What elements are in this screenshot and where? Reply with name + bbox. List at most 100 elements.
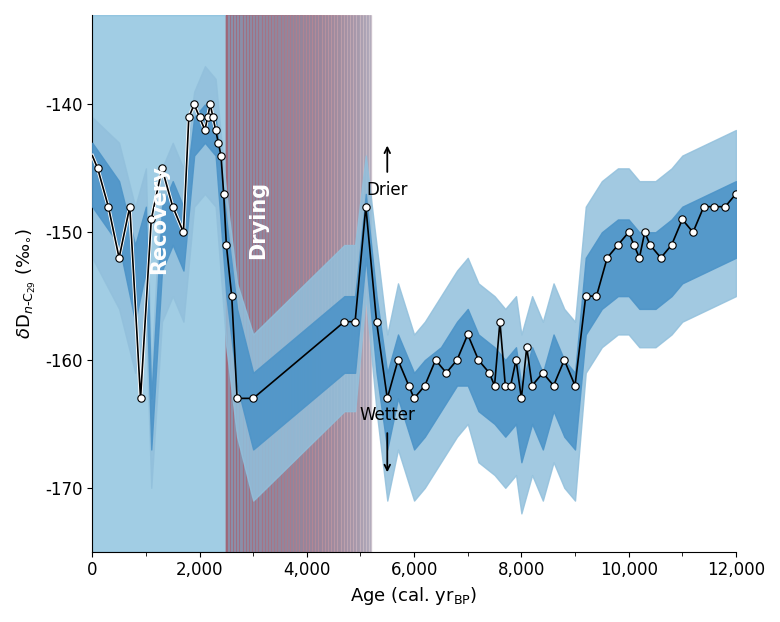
Bar bbox=[254, 15, 256, 552]
Bar bbox=[285, 15, 286, 552]
Bar bbox=[361, 15, 363, 552]
Bar bbox=[336, 15, 338, 552]
Bar bbox=[314, 15, 316, 552]
Bar bbox=[256, 15, 257, 552]
Bar bbox=[270, 15, 271, 552]
Bar bbox=[264, 15, 266, 552]
Bar bbox=[356, 15, 358, 552]
Point bbox=[730, 189, 743, 199]
Bar bbox=[324, 15, 326, 552]
Bar bbox=[266, 15, 268, 552]
Point bbox=[207, 112, 219, 122]
Bar bbox=[370, 15, 371, 552]
Bar bbox=[304, 15, 305, 552]
Bar bbox=[342, 15, 343, 552]
Bar bbox=[273, 15, 275, 552]
Bar bbox=[355, 15, 356, 552]
Bar bbox=[368, 15, 370, 552]
Bar bbox=[260, 15, 261, 552]
Bar bbox=[360, 15, 361, 552]
Text: Wetter: Wetter bbox=[360, 406, 415, 424]
Point bbox=[177, 227, 190, 237]
Bar bbox=[292, 15, 293, 552]
Bar bbox=[282, 15, 283, 552]
Bar bbox=[318, 15, 320, 552]
Point bbox=[183, 112, 195, 122]
Point bbox=[537, 368, 549, 378]
Bar bbox=[283, 15, 285, 552]
Bar bbox=[342, 15, 343, 552]
Bar bbox=[328, 15, 330, 552]
Bar bbox=[261, 15, 263, 552]
Bar bbox=[263, 15, 264, 552]
Bar bbox=[232, 15, 234, 552]
Bar bbox=[310, 15, 311, 552]
Bar bbox=[311, 15, 313, 552]
Bar bbox=[332, 15, 333, 552]
Bar bbox=[235, 15, 236, 552]
Point bbox=[215, 151, 227, 160]
Bar bbox=[356, 15, 358, 552]
Point bbox=[392, 355, 404, 365]
Bar bbox=[295, 15, 296, 552]
Bar bbox=[248, 15, 250, 552]
Bar bbox=[241, 15, 243, 552]
Bar bbox=[351, 15, 353, 552]
Bar bbox=[300, 15, 301, 552]
Bar bbox=[323, 15, 324, 552]
Bar bbox=[292, 15, 293, 552]
Bar bbox=[239, 15, 241, 552]
Bar bbox=[313, 15, 314, 552]
Bar bbox=[310, 15, 311, 552]
Text: Drying: Drying bbox=[249, 180, 268, 259]
Bar bbox=[243, 15, 244, 552]
Point bbox=[349, 317, 361, 327]
Bar bbox=[257, 15, 258, 552]
Bar bbox=[268, 15, 269, 552]
Bar bbox=[326, 15, 328, 552]
Point bbox=[91, 164, 104, 174]
Bar bbox=[343, 15, 345, 552]
Bar bbox=[232, 15, 234, 552]
Bar bbox=[300, 15, 301, 552]
Bar bbox=[361, 15, 363, 552]
Bar bbox=[349, 15, 351, 552]
Bar bbox=[368, 15, 370, 552]
Bar bbox=[332, 15, 333, 552]
Bar bbox=[307, 15, 308, 552]
Bar bbox=[360, 15, 361, 552]
Point bbox=[590, 291, 603, 301]
Bar bbox=[330, 15, 332, 552]
Bar bbox=[364, 15, 365, 552]
Bar bbox=[282, 15, 283, 552]
Bar bbox=[278, 15, 279, 552]
Bar bbox=[307, 15, 308, 552]
Bar bbox=[353, 15, 355, 552]
Bar bbox=[321, 15, 323, 552]
Point bbox=[633, 253, 646, 262]
Bar bbox=[275, 15, 276, 552]
Bar bbox=[316, 15, 317, 552]
Bar bbox=[358, 15, 360, 552]
Bar bbox=[339, 15, 341, 552]
Bar bbox=[244, 15, 246, 552]
Point bbox=[451, 355, 463, 365]
Bar bbox=[321, 15, 323, 552]
Bar bbox=[341, 15, 342, 552]
Bar bbox=[270, 15, 271, 552]
Bar bbox=[293, 15, 295, 552]
Bar bbox=[363, 15, 364, 552]
Bar bbox=[345, 15, 346, 552]
Bar bbox=[301, 15, 303, 552]
Bar bbox=[281, 15, 282, 552]
Point bbox=[494, 317, 506, 327]
Point bbox=[639, 227, 651, 237]
Bar bbox=[333, 15, 335, 552]
Bar bbox=[226, 15, 228, 552]
Point bbox=[201, 112, 214, 122]
Point bbox=[510, 355, 523, 365]
Point bbox=[360, 202, 372, 211]
Point bbox=[199, 125, 211, 135]
Point bbox=[429, 355, 441, 365]
Bar bbox=[234, 15, 235, 552]
